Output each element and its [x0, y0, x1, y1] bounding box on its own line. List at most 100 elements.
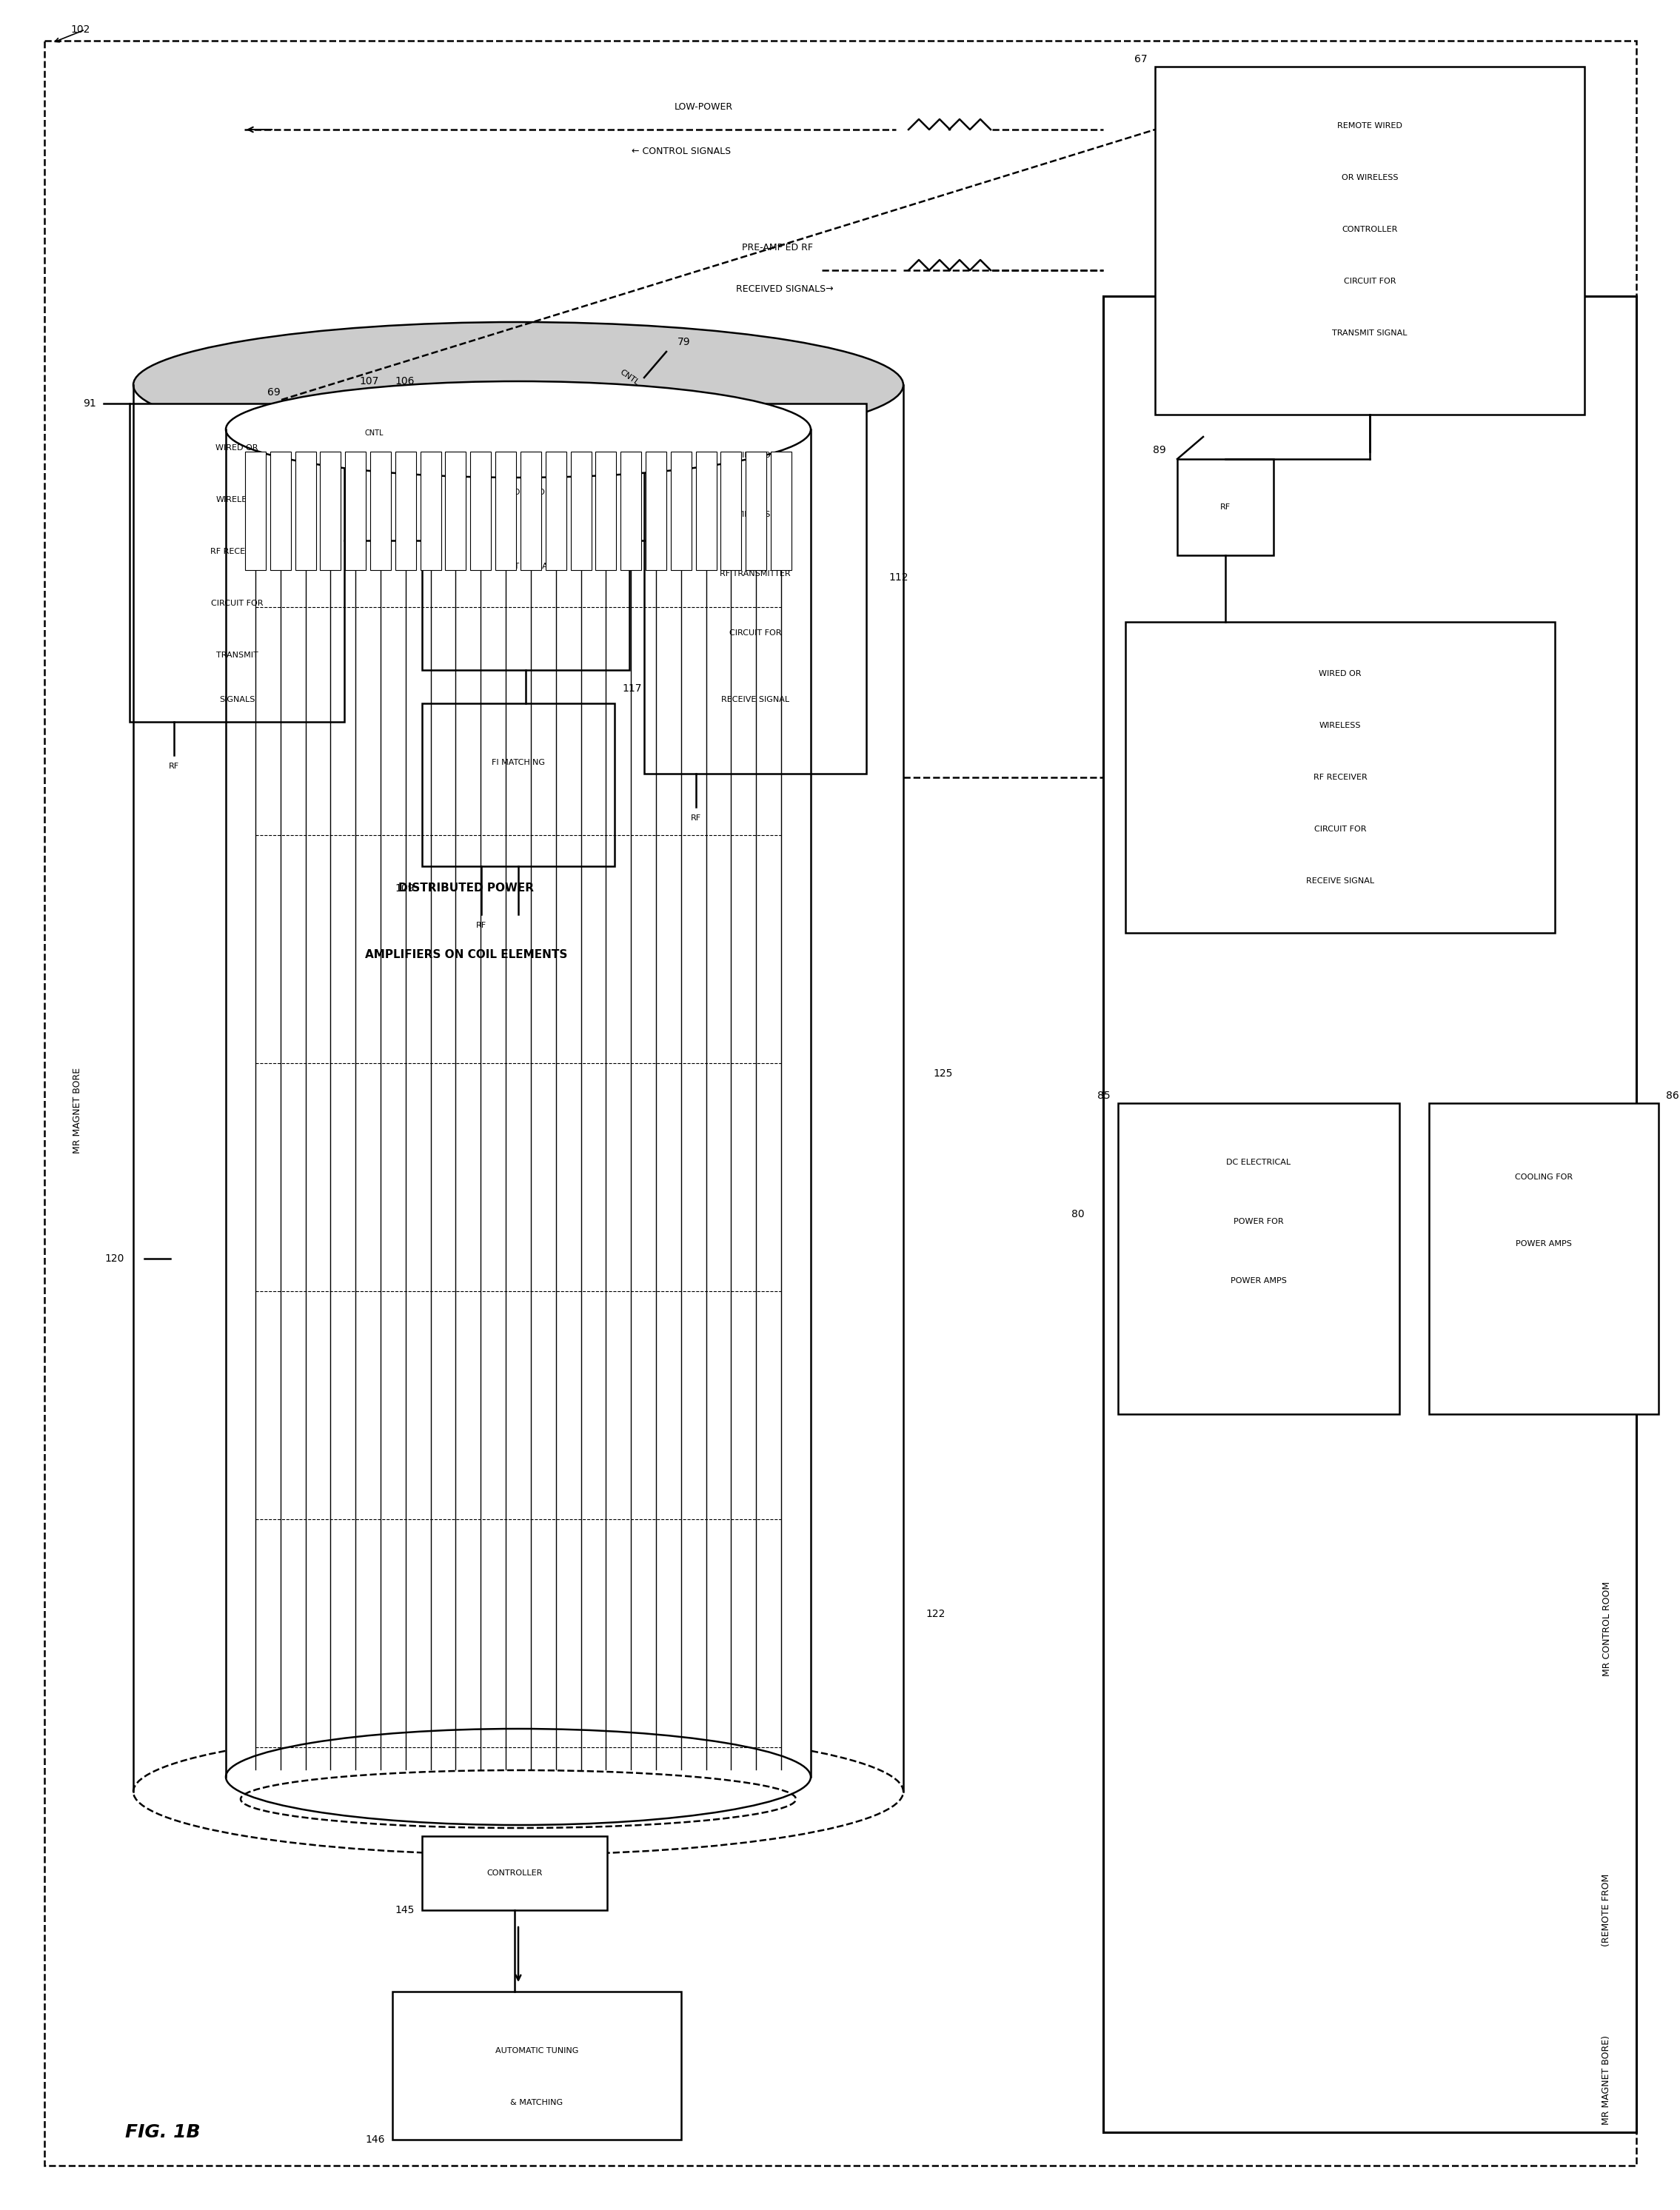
Text: PRE-AMP'ED RF: PRE-AMP'ED RF — [743, 243, 813, 252]
Text: RECEIVED SIGNALS→: RECEIVED SIGNALS→ — [736, 283, 833, 294]
Bar — [1430, 1103, 1658, 1414]
Text: CONTROLLER: CONTROLLER — [487, 1870, 543, 1876]
Text: WIRELESS: WIRELESS — [1319, 723, 1361, 729]
Text: RECEIVE SIGNAL: RECEIVE SIGNAL — [1305, 877, 1374, 884]
Text: CONTROLLER: CONTROLLER — [1342, 225, 1398, 234]
Text: REMOTE WIRED: REMOTE WIRED — [1337, 122, 1403, 130]
Text: & MATCHING: & MATCHING — [511, 2100, 563, 2106]
Text: 69: 69 — [267, 387, 281, 398]
Bar — [620, 451, 642, 570]
Bar — [595, 451, 617, 570]
Text: 106: 106 — [395, 376, 415, 387]
Bar — [643, 404, 867, 774]
Text: OR WIRELESS: OR WIRELESS — [1341, 175, 1398, 181]
Ellipse shape — [133, 1728, 904, 1854]
Text: CNTL: CNTL — [365, 429, 383, 438]
Text: WIRELESS: WIRELESS — [217, 495, 257, 504]
Text: RF: RF — [690, 815, 701, 822]
Text: (REMOTE FROM: (REMOTE FROM — [1603, 1874, 1611, 1947]
Text: XMIT SIGNAL: XMIT SIGNAL — [499, 564, 553, 570]
Bar — [422, 404, 630, 670]
Text: 80: 80 — [1072, 1209, 1085, 1220]
Text: SIGNALS: SIGNALS — [218, 696, 255, 703]
Text: WIRELESS: WIRELESS — [734, 511, 776, 519]
Text: RF OSC FOR: RF OSC FOR — [501, 488, 551, 495]
Bar — [1104, 296, 1636, 2133]
Bar — [1178, 460, 1273, 555]
Text: MR CONTROL ROOM: MR CONTROL ROOM — [1603, 1582, 1611, 1675]
Text: 145: 145 — [395, 1905, 415, 1916]
Bar — [296, 451, 316, 570]
Bar — [746, 451, 766, 570]
Ellipse shape — [225, 1728, 811, 1825]
Text: POWER FOR: POWER FOR — [1233, 1218, 1284, 1224]
Text: POWER AMPS: POWER AMPS — [1515, 1240, 1572, 1246]
Text: CNTL: CNTL — [618, 369, 640, 387]
Ellipse shape — [225, 382, 811, 477]
Bar — [1126, 621, 1556, 933]
Text: 107: 107 — [360, 376, 378, 387]
Text: RF: RF — [168, 762, 180, 769]
Text: RF TRANSMITTER: RF TRANSMITTER — [719, 570, 791, 577]
Bar — [129, 404, 344, 723]
Text: POWER AMPS: POWER AMPS — [1231, 1277, 1287, 1284]
Bar — [496, 451, 516, 570]
Text: WIRED OR: WIRED OR — [215, 444, 259, 451]
Bar — [670, 451, 692, 570]
Text: RECEIVE SIGNAL: RECEIVE SIGNAL — [721, 696, 790, 703]
Text: COOLING FOR: COOLING FOR — [1515, 1174, 1572, 1180]
Text: 120: 120 — [104, 1253, 124, 1264]
Bar — [420, 451, 442, 570]
Bar — [521, 451, 541, 570]
Bar — [370, 451, 391, 570]
Text: CIRCUIT FOR: CIRCUIT FOR — [729, 630, 781, 636]
Text: FI MATCHING: FI MATCHING — [492, 758, 544, 767]
Text: 109: 109 — [395, 884, 415, 893]
Text: ← CONTROL SIGNALS: ← CONTROL SIGNALS — [632, 146, 731, 157]
Text: 85: 85 — [1097, 1090, 1110, 1101]
Bar — [245, 451, 265, 570]
Text: 117: 117 — [622, 683, 642, 694]
Text: 125: 125 — [932, 1067, 953, 1078]
Text: RF RECEIVER: RF RECEIVER — [210, 548, 264, 555]
Bar — [546, 451, 566, 570]
Text: WIRED OR: WIRED OR — [734, 451, 776, 460]
Text: MR MAGNET BORE): MR MAGNET BORE) — [1603, 2035, 1611, 2126]
Bar — [1156, 66, 1584, 415]
Text: TRANSMIT SIGNAL: TRANSMIT SIGNAL — [1332, 329, 1408, 336]
Text: 67: 67 — [1134, 53, 1147, 64]
Text: FIG. 1B: FIG. 1B — [126, 2124, 200, 2141]
Text: 86: 86 — [1667, 1090, 1678, 1101]
Bar — [344, 411, 403, 455]
Bar — [571, 451, 591, 570]
Bar — [470, 451, 491, 570]
Text: LOW-POWER: LOW-POWER — [674, 102, 732, 113]
Bar — [133, 385, 904, 1792]
Bar — [270, 451, 291, 570]
Text: 102: 102 — [71, 24, 89, 35]
Text: CIRCUIT FOR: CIRCUIT FOR — [210, 599, 264, 608]
Bar — [771, 451, 791, 570]
Bar — [445, 451, 465, 570]
Text: AUTOMATIC TUNING: AUTOMATIC TUNING — [496, 2046, 578, 2055]
Bar — [696, 451, 716, 570]
Bar — [344, 451, 366, 570]
Text: DC ELECTRICAL: DC ELECTRICAL — [1226, 1158, 1290, 1167]
Text: RF RECEIVER: RF RECEIVER — [1314, 774, 1368, 780]
Text: RF: RF — [475, 922, 487, 928]
Text: RF: RF — [1220, 504, 1231, 511]
Ellipse shape — [133, 323, 904, 449]
Text: CIRCUIT FOR: CIRCUIT FOR — [1314, 827, 1366, 833]
Bar — [321, 451, 341, 570]
Text: AMPLIFIERS ON COIL ELEMENTS: AMPLIFIERS ON COIL ELEMENTS — [365, 950, 568, 961]
Bar — [393, 1991, 680, 2139]
Bar — [645, 451, 667, 570]
Text: MR MAGNET BORE: MR MAGNET BORE — [72, 1067, 82, 1154]
Text: 146: 146 — [365, 2135, 385, 2146]
Text: DISTRIBUTED POWER: DISTRIBUTED POWER — [398, 882, 534, 895]
Bar — [395, 451, 417, 570]
Text: 91: 91 — [82, 398, 96, 409]
Bar — [225, 429, 811, 1777]
Text: TRANSMIT: TRANSMIT — [217, 652, 259, 659]
Text: 112: 112 — [889, 572, 909, 583]
